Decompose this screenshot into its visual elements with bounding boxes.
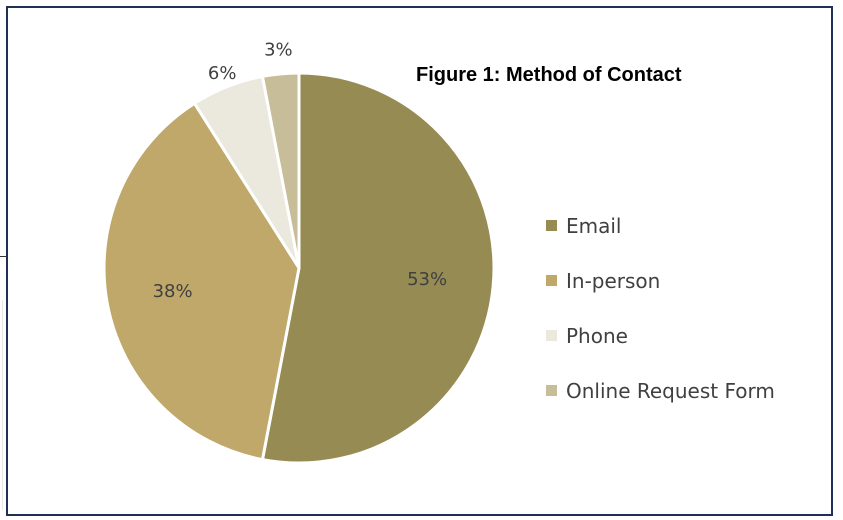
legend-label: Email	[566, 213, 622, 238]
legend-item-email: Email	[546, 198, 775, 253]
legend-label: Phone	[566, 323, 628, 348]
legend-swatch	[546, 220, 557, 231]
data-label-phone: 6%	[208, 63, 237, 84]
data-label-online-request-form: 3%	[264, 40, 293, 61]
divider-line	[2, 300, 3, 510]
legend-item-in-person: In-person	[546, 253, 775, 308]
divider-line	[0, 256, 8, 257]
legend-item-online-request-form: Online Request Form	[546, 363, 775, 418]
chart-title: Figure 1: Method of Contact	[416, 64, 682, 86]
legend-item-phone: Phone	[546, 308, 775, 363]
legend-swatch	[546, 385, 557, 396]
data-label-in-person: 38%	[153, 281, 193, 302]
chart-legend: Email In-person Phone Online Request For…	[546, 198, 775, 418]
legend-label: Online Request Form	[566, 378, 775, 403]
legend-swatch	[546, 330, 557, 341]
data-label-email: 53%	[407, 269, 447, 290]
legend-swatch	[546, 275, 557, 286]
pie-slice-online-request-form	[260, 71, 301, 270]
legend-label: In-person	[566, 268, 661, 293]
pie-slice-email	[260, 71, 496, 465]
